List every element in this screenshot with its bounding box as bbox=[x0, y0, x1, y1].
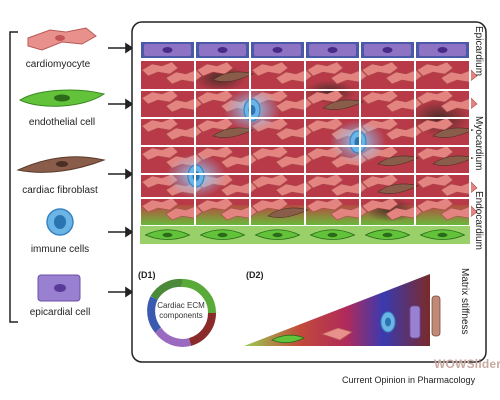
legend-label-epicardial: epicardial cell bbox=[29, 307, 91, 318]
legend-endothelial-icon bbox=[18, 89, 106, 107]
legend-epicardial-icon bbox=[37, 274, 81, 302]
legend-fibroblast-icon bbox=[16, 156, 106, 173]
watermark-logo: WOWSlider bbox=[434, 357, 500, 371]
cardiomyocyte bbox=[361, 173, 399, 189]
panel-d2-label: (D2) bbox=[246, 270, 264, 280]
cardiomyocyte bbox=[275, 97, 313, 113]
cardiomyocyte bbox=[306, 61, 344, 77]
legend-immune-icon bbox=[46, 208, 74, 236]
cardiomyocyte bbox=[440, 97, 478, 113]
stiffness-cells bbox=[271, 295, 441, 344]
fibroblast bbox=[377, 183, 419, 194]
cardiomyocyte bbox=[385, 205, 423, 221]
cardiomyocyte bbox=[165, 69, 203, 85]
cardiomyocyte bbox=[220, 153, 258, 169]
fibroblast bbox=[377, 155, 419, 166]
panel-d1-label: (D1) bbox=[138, 270, 156, 280]
layer-label-epicardium: Epicardium bbox=[473, 26, 484, 77]
epicardial-cells bbox=[144, 44, 466, 56]
ecm-caption: Cardiac ECM components bbox=[152, 301, 210, 321]
cardiomyocyte bbox=[141, 145, 179, 161]
fibroblast bbox=[212, 71, 254, 82]
cardiomyocyte bbox=[220, 181, 258, 197]
cardiomyocyte bbox=[275, 181, 313, 197]
legend-label-fibroblast: cardiac fibroblast bbox=[22, 185, 98, 196]
legend-bracket bbox=[9, 31, 18, 323]
cardiomyocyte bbox=[251, 61, 289, 77]
cardiomyocyte bbox=[196, 61, 234, 77]
cardiomyocyte bbox=[330, 205, 368, 221]
cardiomyocyte bbox=[361, 61, 399, 77]
cardiomyocyte bbox=[440, 205, 478, 221]
fibroblast bbox=[432, 155, 474, 166]
cardiomyocyte bbox=[385, 97, 423, 113]
cardiomyocyte bbox=[275, 125, 313, 141]
cardiomyocyte bbox=[385, 69, 423, 85]
cardiomyocyte bbox=[306, 197, 344, 213]
legend-label-cardiomyocyte: cardiomyocyte bbox=[25, 59, 91, 70]
cardiomyocyte bbox=[306, 89, 344, 105]
immune-cell-1 bbox=[224, 88, 280, 132]
ecm-ring bbox=[147, 278, 217, 347]
cardiomyocyte bbox=[416, 61, 454, 77]
cardiomyocyte bbox=[141, 89, 179, 105]
cardiomyocyte bbox=[330, 69, 368, 85]
fibroblast bbox=[322, 99, 364, 110]
cardiomyocyte bbox=[165, 205, 203, 221]
layer-label-endocardium: Endocardium bbox=[473, 191, 484, 250]
legend-label-immune: immune cells bbox=[30, 244, 90, 255]
cardiomyocyte bbox=[416, 197, 454, 213]
cardiomyocyte bbox=[220, 205, 258, 221]
layer-label-myocardium: Myocardium bbox=[473, 116, 484, 171]
cardiomyocyte bbox=[416, 117, 454, 133]
cardiomyocyte bbox=[440, 69, 478, 85]
legend-cardiomyocyte-icon bbox=[27, 27, 97, 51]
matrix-stiffness-label: Matrix stiffness bbox=[459, 268, 470, 335]
matrix-stiffness-line1: Matrix bbox=[459, 268, 470, 296]
cardiomyocyte bbox=[416, 145, 454, 161]
cardiomyocyte bbox=[251, 145, 289, 161]
ecm-caption-line1: Cardiac ECM bbox=[157, 301, 205, 310]
legend-label-endothelial: endothelial cell bbox=[28, 117, 96, 128]
cardiomyocyte bbox=[251, 197, 289, 213]
endothelial-cells bbox=[144, 229, 466, 240]
matrix-stiffness-line2: stiffness bbox=[459, 298, 470, 335]
cardiomyocyte bbox=[141, 117, 179, 133]
legend-arrows bbox=[108, 42, 134, 298]
myocardium-cells bbox=[141, 61, 478, 221]
cardiomyocyte bbox=[165, 125, 203, 141]
cardiomyocyte bbox=[385, 125, 423, 141]
cardiomyocyte bbox=[165, 97, 203, 113]
cardiomyocyte bbox=[416, 89, 454, 105]
cardiomyocyte bbox=[416, 173, 454, 189]
cardiomyocyte bbox=[440, 181, 478, 197]
cardiomyocyte bbox=[275, 153, 313, 169]
cardiomyocyte bbox=[361, 89, 399, 105]
source-credit: Current Opinion in Pharmacology bbox=[342, 375, 476, 385]
cardiomyocyte bbox=[196, 197, 234, 213]
cardiomyocyte bbox=[306, 173, 344, 189]
cardiomyocyte bbox=[275, 69, 313, 85]
ecm-caption-line2: components bbox=[159, 311, 203, 320]
cardiomyocyte bbox=[361, 197, 399, 213]
cardiomyocyte bbox=[141, 197, 179, 213]
cardiomyocyte bbox=[251, 173, 289, 189]
fibroblast bbox=[267, 207, 309, 218]
cardiomyocyte bbox=[141, 61, 179, 77]
fibroblast bbox=[432, 127, 474, 138]
immune-cell-2 bbox=[330, 120, 386, 164]
cardiomyocyte bbox=[330, 181, 368, 197]
